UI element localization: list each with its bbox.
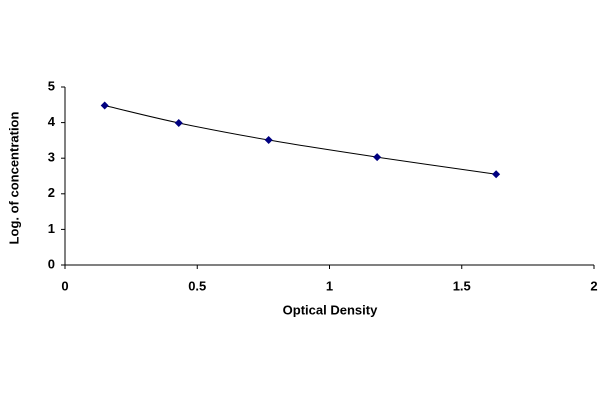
x-tick-label: 2 bbox=[590, 278, 597, 293]
point bbox=[264, 136, 273, 145]
y-axis-label: Log. of concentration bbox=[6, 112, 21, 245]
x-tick-label: 1.5 bbox=[453, 278, 471, 293]
y-tick-label: 2 bbox=[48, 185, 55, 200]
point bbox=[100, 101, 109, 110]
y-tick-label: 0 bbox=[48, 256, 55, 271]
point bbox=[174, 118, 183, 127]
y-tick-label: 3 bbox=[48, 150, 55, 165]
x-axis-label: Optical Density bbox=[283, 302, 378, 317]
y-tick-label: 1 bbox=[48, 221, 55, 236]
x-tick-label: 0 bbox=[61, 278, 68, 293]
y-tick-label: 5 bbox=[48, 78, 55, 93]
point bbox=[373, 153, 382, 162]
y-tick-label: 4 bbox=[48, 114, 56, 129]
x-tick-label: 0.5 bbox=[188, 278, 206, 293]
fit-line bbox=[104, 105, 497, 175]
x-tick-label: 1 bbox=[326, 278, 333, 293]
point bbox=[492, 170, 501, 179]
